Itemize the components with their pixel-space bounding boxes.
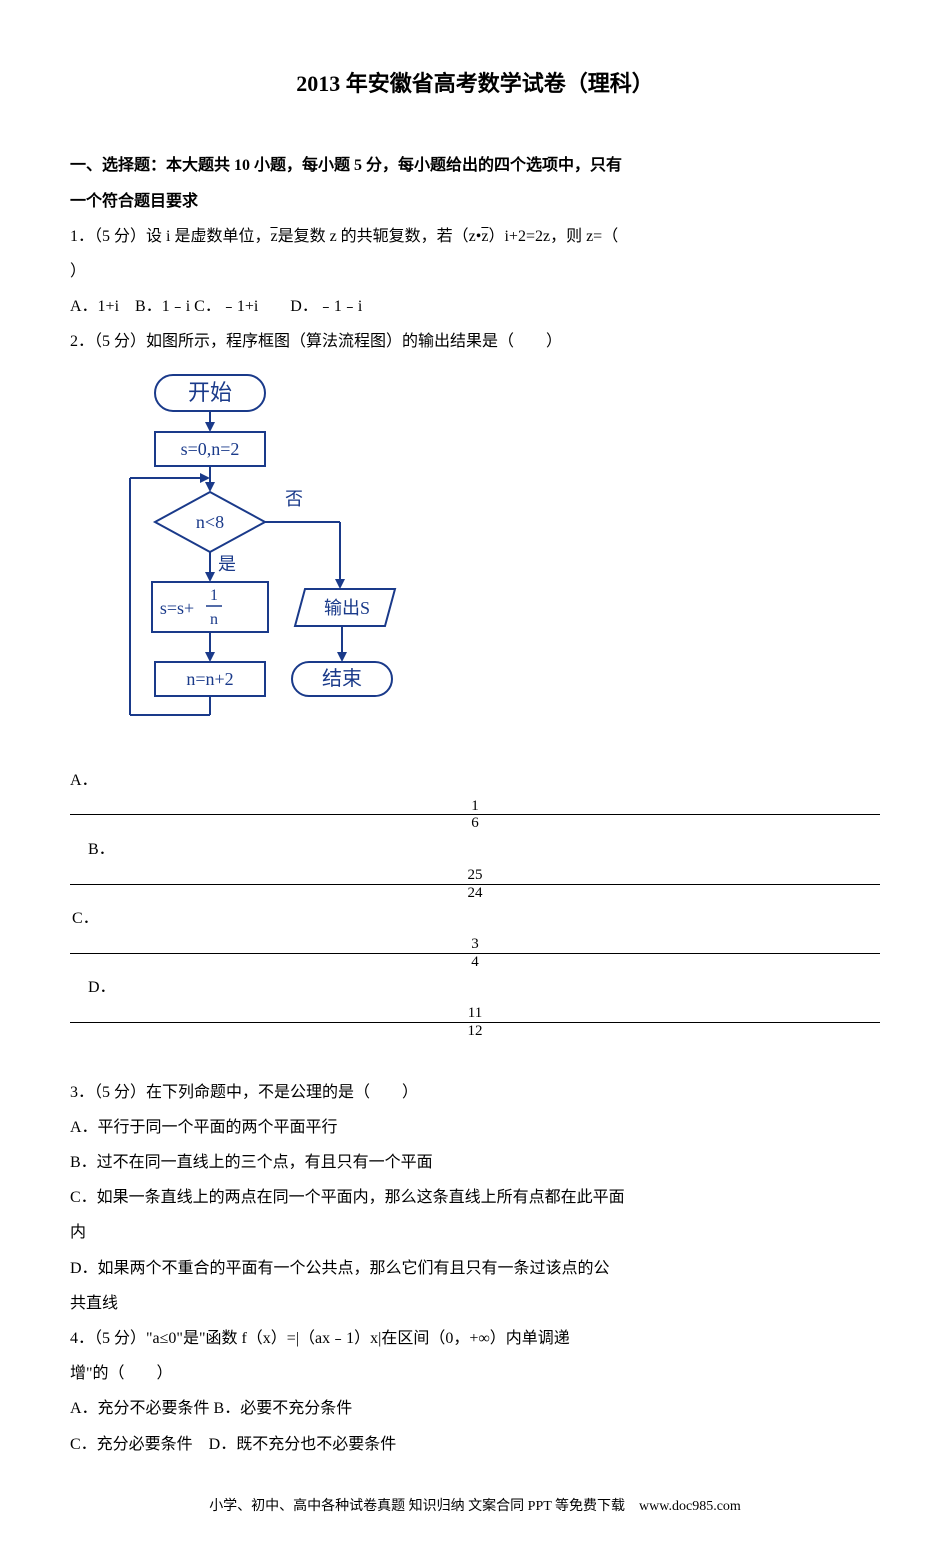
q2-opt-a: 16 bbox=[70, 798, 880, 832]
q1-stem-a: 1．（5 分）设 i 是虚数单位， bbox=[70, 228, 270, 245]
flow-assign-num: 1 bbox=[210, 587, 218, 604]
q3-opt-c-line2: 内 bbox=[70, 1215, 880, 1250]
flow-step: n=n+2 bbox=[186, 669, 233, 689]
q3-opt-d-line2: 共直线 bbox=[70, 1286, 880, 1321]
flow-assign-pre: s=s+ bbox=[160, 598, 194, 618]
flow-start: 开始 bbox=[188, 380, 232, 405]
q1-stem-d: ） bbox=[70, 263, 86, 280]
q3-opt-a: A．平行于同一个平面的两个平面平行 bbox=[70, 1110, 880, 1145]
q4-options-line1: A．充分不必要条件 B．必要不充分条件 bbox=[70, 1391, 880, 1426]
exam-title: 2013 年安徽省高考数学试卷（理科） bbox=[70, 60, 880, 108]
q1-stem-c: ）i+2=2z，则 z=（ bbox=[488, 228, 618, 245]
q2-opt-d: 1112 bbox=[70, 1005, 880, 1039]
q2-opt-c: 34 bbox=[70, 936, 880, 970]
flow-out: 输出S bbox=[324, 598, 370, 618]
q1-stem-b: 是复数 z 的共轭复数，若（z• bbox=[278, 228, 482, 245]
flow-end: 结束 bbox=[322, 667, 362, 690]
question-3-stem: 3．（5 分）在下列命题中，不是公理的是（ ） bbox=[70, 1075, 880, 1110]
section-1-line2: 一个符合题目要求 bbox=[70, 193, 198, 210]
q2-options: A．16 B．2524 C．34 D．1112 bbox=[70, 763, 880, 1075]
question-2-stem: 2．（5 分）如图所示，程序框图（算法流程图）的输出结果是（ ） bbox=[70, 324, 880, 359]
page-footer: 小学、初中、高中各种试卷真题 知识归纳 文案合同 PPT 等免费下载 www.d… bbox=[70, 1492, 880, 1523]
flow-assign-den: n bbox=[210, 611, 218, 628]
flowchart: 开始 s=0,n=2 n<8 否 是 s=s+ 1 n n=n+2 bbox=[110, 370, 880, 753]
q3-opt-d-line1: D．如果两个不重合的平面有一个公共点，那么它们有且只有一条过该点的公 bbox=[70, 1251, 880, 1286]
section-1-header: 一、选择题：本大题共 10 小题，每小题 5 分，每小题给出的四个选项中，只有 … bbox=[70, 148, 880, 218]
q4-options-line2: C．充分必要条件 D．既不充分也不必要条件 bbox=[70, 1427, 880, 1462]
flowchart-svg: 开始 s=0,n=2 n<8 否 是 s=s+ 1 n n=n+2 bbox=[110, 370, 420, 740]
question-4-line2: 增"的（ ） bbox=[70, 1356, 880, 1391]
q3-opt-c-line1: C．如果一条直线上的两点在同一个平面内，那么这条直线上所有点都在此平面 bbox=[70, 1180, 880, 1215]
q1-options: A．1+i B．1﹣i C．﹣1+i D．﹣1﹣i bbox=[70, 289, 880, 324]
flow-no: 否 bbox=[285, 489, 303, 509]
flow-yes: 是 bbox=[218, 554, 236, 574]
flow-cond: n<8 bbox=[196, 512, 224, 532]
question-4-line1: 4．（5 分）"a≤0"是"函数 f（x）=|（ax﹣1）x|在区间（0，+∞）… bbox=[70, 1321, 880, 1356]
q2-opt-b: 2524 bbox=[70, 867, 880, 901]
question-1: 1．（5 分）设 i 是虚数单位，z是复数 z 的共轭复数，若（z•z）i+2=… bbox=[70, 219, 880, 289]
section-1-line1: 一、选择题：本大题共 10 小题，每小题 5 分，每小题给出的四个选项中，只有 bbox=[70, 157, 622, 174]
flow-init: s=0,n=2 bbox=[181, 439, 240, 459]
q1-zbar-1: z bbox=[270, 219, 277, 254]
q3-opt-b: B．过不在同一直线上的三个点，有且只有一个平面 bbox=[70, 1145, 880, 1180]
